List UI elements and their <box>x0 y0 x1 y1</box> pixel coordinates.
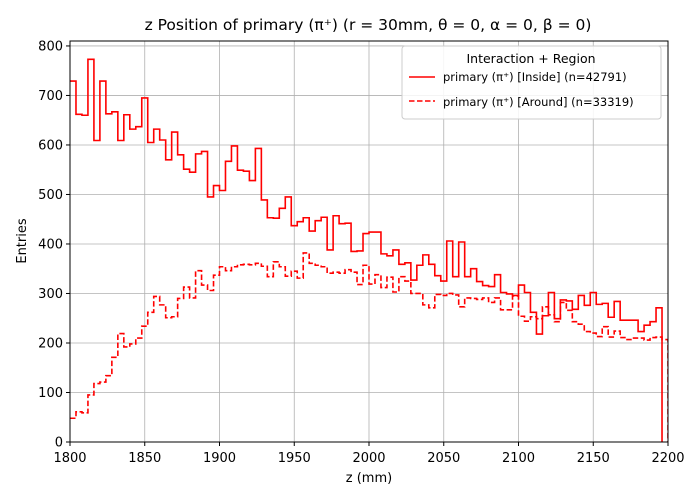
y-tick-label: 0 <box>55 436 63 451</box>
x-axis-ticks: 1800 1850 1900 1950 2000 2050 2100 2150 2200 <box>53 442 685 466</box>
series-around <box>70 252 668 442</box>
legend-label-inside: primary (π⁺) [Inside] (n=42791) <box>443 70 627 84</box>
series-group <box>70 58 668 442</box>
x-tick-label: 2100 <box>502 451 535 466</box>
legend: Interaction + Region primary (π⁺) [Insid… <box>401 45 662 120</box>
histogram-step-line <box>70 252 668 442</box>
x-tick-label: 1800 <box>53 451 86 466</box>
y-tick-label: 800 <box>38 39 63 54</box>
y-tick-label: 700 <box>38 89 63 104</box>
y-tick-label: 400 <box>38 237 63 252</box>
y-tick-label: 600 <box>38 138 63 153</box>
y-tick-label: 300 <box>38 287 63 302</box>
x-tick-label: 2050 <box>427 451 460 466</box>
y-axis-ticks: 0 100 200 300 400 500 600 700 800 <box>38 39 70 451</box>
x-tick-label: 1900 <box>203 451 236 466</box>
x-tick-label: 2150 <box>577 451 610 466</box>
x-axis-label: z (mm) <box>346 471 392 486</box>
legend-label-around: primary (π⁺) [Around] (n=33319) <box>443 95 634 109</box>
x-tick-label: 1850 <box>128 451 161 466</box>
x-tick-label: 2000 <box>352 451 385 466</box>
legend-box <box>401 45 662 120</box>
x-tick-label: 2200 <box>651 451 684 466</box>
legend-title: Interaction + Region <box>466 51 595 66</box>
y-tick-label: 100 <box>38 386 63 401</box>
chart-title: z Position of primary (π⁺) (r = 30mm, θ … <box>145 16 592 34</box>
y-tick-label: 500 <box>38 188 63 203</box>
y-tick-label: 200 <box>38 336 63 351</box>
y-axis-label: Entries <box>15 218 30 264</box>
x-tick-label: 1950 <box>278 451 311 466</box>
